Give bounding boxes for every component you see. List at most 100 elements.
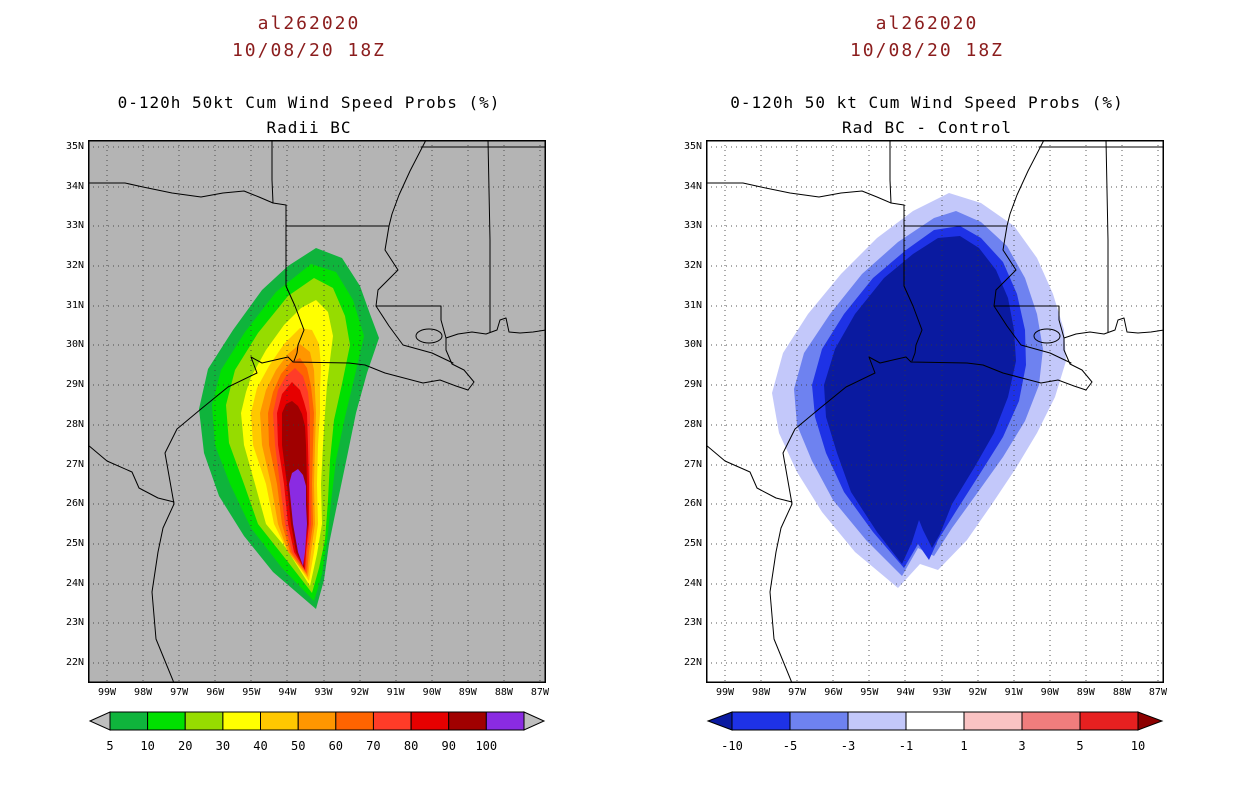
lon-label: 88W: [494, 687, 513, 698]
colorbar-segment: [963, 711, 1023, 731]
colorbar-segment: [260, 711, 299, 731]
lat-label: 33N: [683, 220, 702, 232]
map-frame: [88, 140, 546, 683]
left-storm-id: al262020: [257, 13, 361, 34]
lon-label: 92W: [968, 687, 987, 698]
lon-label: 96W: [206, 687, 225, 698]
lon-label: 95W: [242, 687, 261, 698]
lat-label: 33N: [65, 220, 84, 232]
lon-label: 92W: [350, 687, 369, 698]
lon-label: 98W: [752, 687, 771, 698]
lat-label: 24N: [65, 577, 84, 589]
colorbar-segment: [184, 711, 224, 731]
colorbar-label: -3: [841, 739, 855, 753]
lon-label: 99W: [97, 687, 117, 698]
colorbar-label: 30: [216, 739, 230, 753]
lon-label: 89W: [458, 687, 477, 698]
lon-label: 90W: [1040, 687, 1059, 698]
left-lon-axis: 99W 98W 97W 96W 95W 94W 93W 92W 91W 90W …: [89, 687, 558, 698]
lat-label: 34N: [65, 180, 84, 192]
lon-label: 90W: [422, 687, 441, 698]
colorbar-segment: [109, 711, 149, 731]
lon-label: 93W: [314, 687, 333, 698]
lon-label: 94W: [278, 687, 297, 698]
left-title-line1: 0-120h 50kt Cum Wind Speed Probs (%): [117, 93, 501, 112]
colorbar-label: 50: [291, 739, 305, 753]
colorbar-label: 5: [106, 739, 113, 753]
lat-label: 35N: [65, 141, 84, 152]
colorbar-segment: [789, 711, 849, 731]
contour-neg10: [824, 236, 1016, 564]
lat-label: 31N: [65, 299, 84, 311]
colorbar-segment: [448, 711, 487, 731]
lon-label: 98W: [134, 687, 153, 698]
lat-label: 27N: [683, 458, 702, 470]
right-lon-axis: 99W 98W 97W 96W 95W 94W 93W 92W 91W 90W …: [707, 687, 1176, 698]
colorbar-segment: [410, 711, 450, 731]
lat-label: 31N: [683, 299, 702, 311]
right-difference-contours: [772, 193, 1066, 588]
lon-label: 97W: [170, 687, 189, 698]
colorbar-segment: [731, 711, 791, 731]
left-title-line2: Radii BC: [266, 118, 352, 137]
lat-label: 25N: [65, 537, 84, 549]
lon-label: 88W: [1112, 687, 1131, 698]
colorbar-label: 40: [253, 739, 267, 753]
lat-label: 28N: [65, 418, 84, 430]
lat-label: 22N: [683, 656, 702, 668]
colorbar-label: 10: [1131, 739, 1145, 753]
lat-label: 23N: [65, 617, 84, 629]
left-datetime: 10/08/20 18Z: [231, 40, 387, 61]
lon-label: 99W: [715, 687, 735, 698]
lon-label: 87W: [1148, 687, 1167, 698]
colorbar-left-arrow: [88, 711, 111, 731]
lon-label: 97W: [788, 687, 807, 698]
left-panel: al262020 10/08/20 18Z 0-120h 50kt Cum Wi…: [52, 13, 558, 753]
lat-label: 32N: [65, 260, 84, 272]
lat-label: 26N: [683, 498, 702, 510]
colorbar-segment: [222, 711, 262, 731]
lat-label: 28N: [683, 418, 702, 430]
left-map: [88, 140, 546, 683]
lon-label: 95W: [860, 687, 879, 698]
lon-label: 91W: [1004, 687, 1023, 698]
colorbar-right-arrow: [523, 711, 546, 731]
right-storm-id: al262020: [875, 13, 979, 34]
lat-label: 34N: [683, 180, 702, 192]
lat-label: 22N: [65, 656, 84, 668]
lat-label: 26N: [65, 498, 84, 510]
colorbar-label: 10: [140, 739, 154, 753]
lon-label: 93W: [932, 687, 951, 698]
lon-label: 89W: [1076, 687, 1095, 698]
left-probability-contours: [199, 248, 379, 609]
colorbar-left-arrow: [706, 711, 733, 731]
lat-label: 24N: [683, 577, 702, 589]
lat-label: 25N: [683, 537, 702, 549]
lon-label: 94W: [896, 687, 915, 698]
lat-label: 27N: [65, 458, 84, 470]
right-panel: al262020 10/08/20 18Z 0-120h 50 kt Cum W…: [618, 0, 1236, 800]
colorbar-label: 3: [1018, 739, 1025, 753]
colorbar-label: 70: [366, 739, 380, 753]
right-colorbar: -10 -5 -3 -1 1 3 5 10: [706, 711, 1164, 753]
colorbar-label: 100: [475, 739, 497, 753]
colorbar-segment: [335, 711, 375, 731]
lon-label: 91W: [386, 687, 405, 698]
colorbar-label: 80: [404, 739, 418, 753]
lat-label: 32N: [683, 260, 702, 272]
colorbar-segment: [847, 711, 907, 731]
colorbar-segment: [485, 711, 525, 731]
right-map: [706, 140, 1164, 683]
lat-label: 23N: [683, 617, 702, 629]
contour-100pct: [289, 469, 307, 566]
right-title-line2: Rad BC - Control: [841, 118, 1013, 137]
colorbar-label: 20: [178, 739, 192, 753]
map-frame: [706, 140, 1164, 683]
colorbar-label: -1: [899, 739, 913, 753]
colorbar-segment: [147, 711, 186, 731]
left-lat-axis: 35N 34N 33N 32N 31N 30N 29N 28N 27N 26N …: [52, 141, 84, 669]
colorbar-label: -5: [783, 739, 797, 753]
colorbar-segment: [1079, 711, 1139, 731]
colorbar-segment: [905, 711, 965, 731]
lat-label: 30N: [65, 339, 84, 351]
